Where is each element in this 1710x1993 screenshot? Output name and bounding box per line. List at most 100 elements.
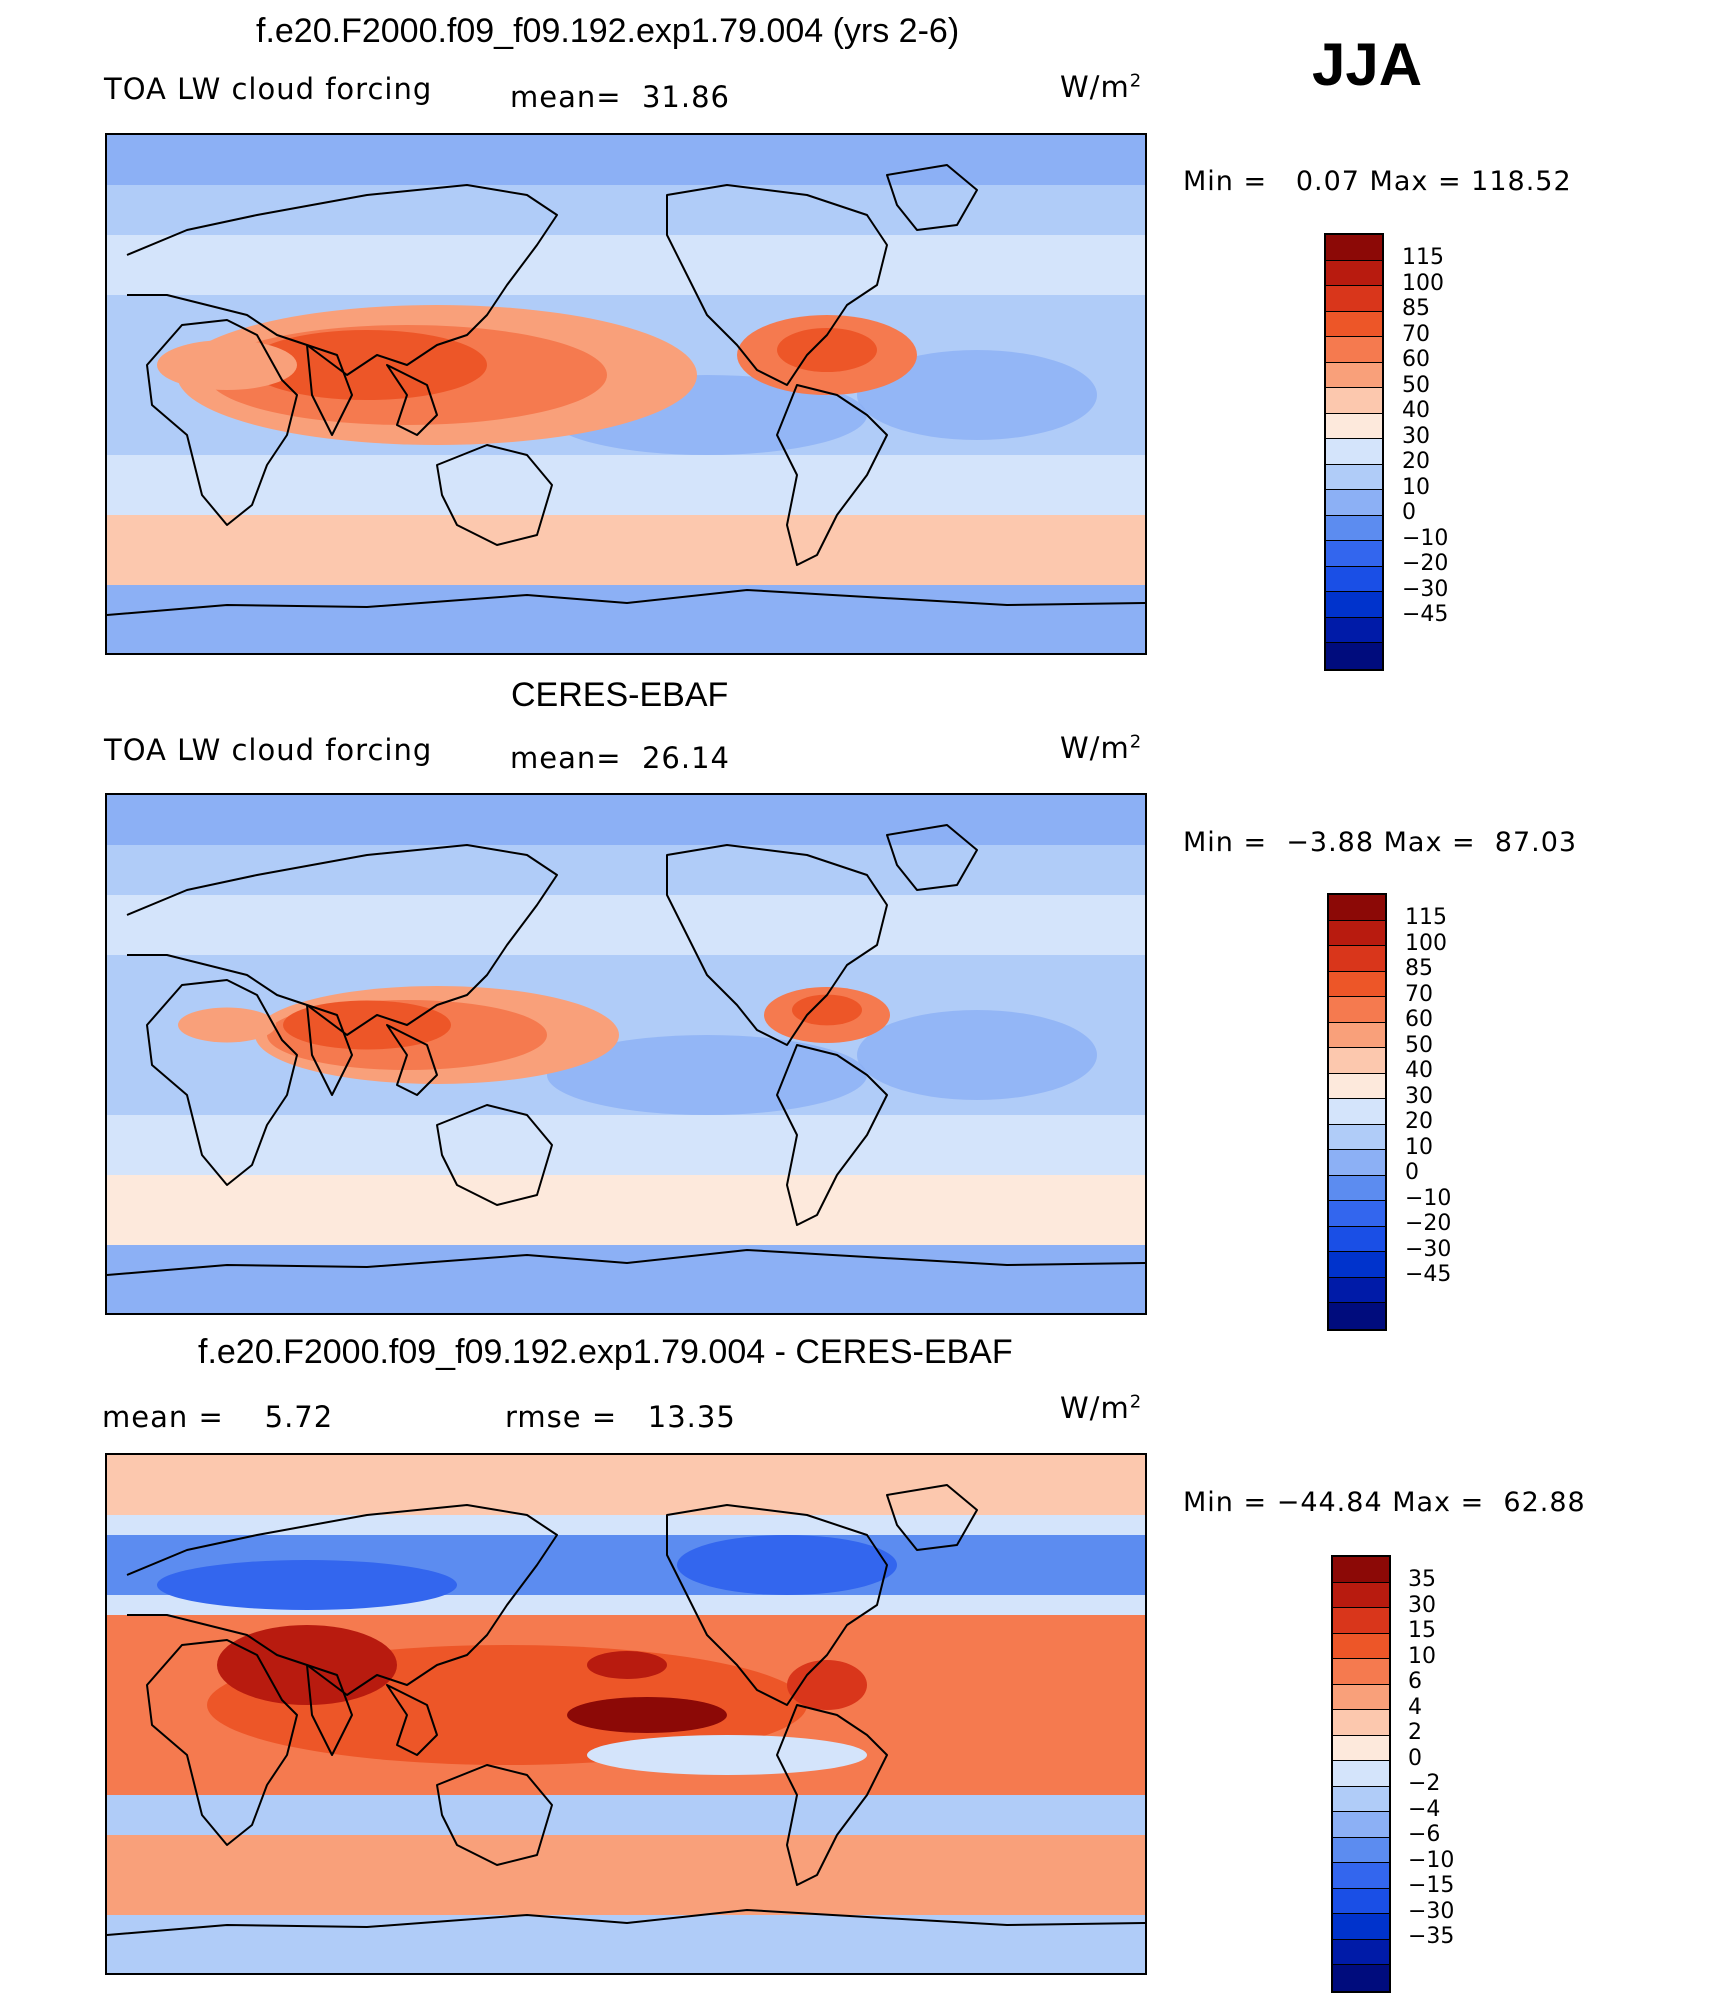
colorbar-tick-label: 0	[1408, 1745, 1422, 1771]
colorbar-cell	[1326, 311, 1382, 337]
coastline	[146, 979, 298, 1186]
field-band	[107, 1915, 1145, 1973]
field-blob	[787, 1660, 867, 1710]
field-blob	[587, 1651, 667, 1679]
panel-1-left-label: TOA LW cloud forcing	[104, 72, 433, 106]
colorbar-tick-label: 20	[1405, 1109, 1433, 1134]
coastline	[306, 344, 353, 436]
coastline	[386, 1684, 438, 1756]
colorbar-tick-label: 6	[1408, 1669, 1422, 1694]
units-exponent: 2	[1129, 70, 1143, 92]
colorbar-cell	[1333, 1837, 1389, 1863]
colorbar-tick-label: −2	[1408, 1771, 1441, 1796]
coastline	[126, 844, 558, 1036]
colorbar-cell	[1326, 362, 1382, 388]
colorbar-tick-label: 10	[1408, 1643, 1436, 1669]
colorbar-cell	[1333, 1761, 1389, 1787]
colorbar-cell	[1326, 464, 1382, 490]
colorbar-cell	[1329, 1048, 1385, 1074]
colorbar-tick-label: −30	[1405, 1236, 1452, 1262]
field-band	[107, 1175, 1145, 1245]
colorbar-tick-label: −10	[1405, 1185, 1452, 1211]
colorbar-cell	[1326, 439, 1382, 465]
field-blob	[178, 1007, 276, 1043]
coastline	[886, 164, 978, 231]
colorbar-tick-label: −30	[1402, 576, 1449, 602]
field-blob	[283, 1000, 451, 1050]
field-band	[107, 235, 1145, 295]
coastline	[776, 1704, 888, 1886]
panel-3-rmse: rmse = 13.35	[505, 1400, 736, 1434]
colorbar-cell	[1326, 541, 1382, 567]
colorbar-cell	[1326, 235, 1382, 261]
colorbar-cell	[1329, 1226, 1385, 1252]
colorbar-cell	[1329, 1150, 1385, 1176]
colorbar-cell	[1329, 1099, 1385, 1125]
colorbar-tick-label: 0	[1402, 500, 1416, 525]
colorbar-tick-label: −20	[1402, 551, 1449, 576]
colorbar-tick-label: 60	[1405, 1007, 1433, 1032]
field-band	[107, 1835, 1145, 1915]
panel-1-title: f.e20.F2000.f09_f09.192.exp1.79.004 (yrs…	[256, 12, 960, 50]
colorbar-cell	[1326, 337, 1382, 363]
coastline	[386, 1024, 438, 1096]
colorbar-cell	[1333, 1786, 1389, 1812]
units-exponent: 2	[1129, 731, 1143, 753]
colorbar-cell	[1326, 260, 1382, 286]
panel-3-title: f.e20.F2000.f09_f09.192.exp1.79.004 - CE…	[198, 1333, 1013, 1371]
field-blob	[567, 1697, 727, 1733]
coastline	[436, 1764, 553, 1866]
colorbar-cell	[1333, 1735, 1389, 1761]
field-band	[107, 1115, 1145, 1175]
colorbar-tick-label: 70	[1402, 321, 1430, 347]
colorbar-cell	[1329, 1175, 1385, 1201]
panel-2-colorbar-ticks: 115 100 85 70 60 50 40 30 20 10 0 −10 −20 −30 −45	[1405, 893, 1452, 1287]
field-blob	[677, 1535, 897, 1595]
colorbar-tick-label: 10	[1405, 1134, 1433, 1160]
field-band	[107, 795, 1145, 845]
colorbar-tick-label: 100	[1402, 270, 1444, 296]
units-exponent: 2	[1129, 1391, 1143, 1413]
colorbar-cell	[1333, 1710, 1389, 1736]
colorbar-cell	[1329, 997, 1385, 1023]
colorbar-cell	[1326, 490, 1382, 516]
colorbar-cell	[1329, 1073, 1385, 1099]
colorbar-tick-label: 40	[1402, 398, 1430, 423]
colorbar-cell	[1326, 643, 1382, 669]
colorbar-tick-label: −4	[1408, 1796, 1441, 1822]
coastline	[776, 384, 888, 566]
colorbar-cell	[1329, 895, 1385, 921]
panel-3-colorbar	[1331, 1555, 1391, 1993]
panel-3-mean: mean = 5.72	[102, 1400, 334, 1434]
field-blob	[857, 1010, 1097, 1100]
panel-2-colorbar	[1327, 893, 1387, 1331]
colorbar-cell	[1329, 1022, 1385, 1048]
colorbar-tick-label: −10	[1408, 1847, 1455, 1873]
colorbar-cell	[1326, 515, 1382, 541]
colorbar-tick-label: 100	[1405, 930, 1447, 956]
colorbar-cell	[1333, 1888, 1389, 1914]
colorbar-tick-label: 115	[1405, 905, 1447, 930]
coastline	[886, 824, 978, 891]
colorbar-tick-label: 85	[1405, 956, 1433, 981]
field-band	[107, 1455, 1145, 1515]
colorbar-tick-label: 50	[1402, 372, 1430, 398]
colorbar-cell	[1333, 1684, 1389, 1710]
colorbar-tick-label: 70	[1405, 981, 1433, 1007]
panel-1-units: W/m2	[1060, 70, 1142, 104]
colorbar-cell	[1329, 1252, 1385, 1278]
colorbar-tick-label: 0	[1405, 1160, 1419, 1185]
panel-3-units: W/m2	[1060, 1391, 1142, 1425]
colorbar-cell	[1326, 286, 1382, 312]
coastline	[666, 844, 888, 1046]
panel-2-title: CERES-EBAF	[511, 676, 729, 714]
colorbar-cell	[1329, 1277, 1385, 1303]
field-band	[107, 1245, 1145, 1313]
panel-3-map	[105, 1453, 1147, 1975]
field-blob	[157, 340, 297, 390]
colorbar-tick-label: 115	[1402, 245, 1444, 270]
colorbar-tick-label: −10	[1402, 525, 1449, 551]
field-blob	[547, 1035, 867, 1115]
colorbar-cell	[1333, 1582, 1389, 1608]
colorbar-tick-label: 15	[1408, 1618, 1436, 1643]
